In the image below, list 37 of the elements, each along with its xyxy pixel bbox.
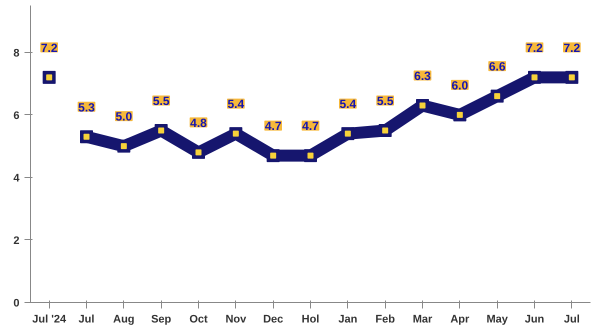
y-tick-label: 4 [13,172,20,184]
data-label: 5.0 [115,110,132,124]
data-label: 7.2 [526,40,544,55]
y-tick-label: 6 [13,110,20,122]
x-tick-label: Oct [189,314,208,326]
data-label: 6.0 [451,78,468,92]
data-label: 5.5 [376,94,394,108]
data-label: 5.4 [339,97,356,112]
y-tick-label: 2 [13,234,20,247]
x-tick-label: May [486,314,509,326]
x-tick-label: Dec [263,314,284,326]
data-label: 7.2 [563,40,580,55]
data-label: 4.7 [302,119,320,134]
x-tick-label: Sep [151,314,172,326]
x-tick-label: Jul '24 [32,314,67,326]
data-label: 6.6 [488,60,506,74]
x-tick-label: Hol [302,314,320,326]
data-label: 6.3 [414,69,432,84]
data-label: 5.5 [152,94,170,108]
data-label: 5.4 [227,97,244,112]
x-tick-label: Jul [564,314,580,326]
x-tick-label: Jul [78,314,94,326]
y-tick-label: 8 [13,47,20,60]
data-label: 4.8 [190,116,208,130]
x-tick-label: Apr [450,314,470,326]
point [80,130,93,144]
x-tick-label: Nov [225,314,248,326]
data-label: 7.2 [40,40,58,55]
x-tick-label: Feb [375,314,396,326]
point [565,70,578,84]
x-tick-label: Mar [412,314,433,326]
x-tick-label: Jun [524,314,545,326]
data-label: 5.3 [78,100,96,114]
x-tick-label: Jan [338,314,358,326]
y-tick-label: 0 [13,298,20,310]
data-label: 4.7 [264,119,282,134]
x-tick-label: Aug [113,314,135,326]
